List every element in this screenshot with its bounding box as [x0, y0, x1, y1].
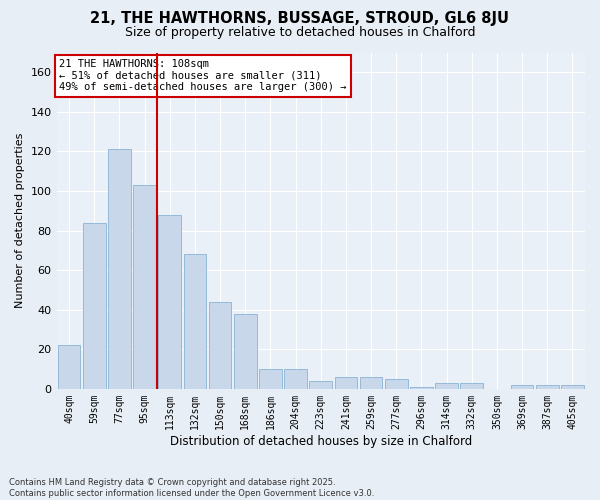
X-axis label: Distribution of detached houses by size in Chalford: Distribution of detached houses by size …	[170, 434, 472, 448]
Bar	[184, 254, 206, 389]
Bar	[410, 387, 433, 389]
Bar	[360, 377, 382, 389]
Bar	[335, 377, 357, 389]
Bar	[460, 383, 483, 389]
Bar	[385, 379, 407, 389]
Bar	[435, 383, 458, 389]
Bar	[83, 222, 106, 389]
Bar	[58, 346, 80, 389]
Bar	[511, 385, 533, 389]
Bar	[209, 302, 232, 389]
Y-axis label: Number of detached properties: Number of detached properties	[15, 133, 25, 308]
Bar	[259, 369, 282, 389]
Bar	[234, 314, 257, 389]
Bar	[310, 381, 332, 389]
Text: Contains HM Land Registry data © Crown copyright and database right 2025.
Contai: Contains HM Land Registry data © Crown c…	[9, 478, 374, 498]
Bar	[536, 385, 559, 389]
Bar	[158, 214, 181, 389]
Bar	[561, 385, 584, 389]
Text: 21 THE HAWTHORNS: 108sqm
← 51% of detached houses are smaller (311)
49% of semi-: 21 THE HAWTHORNS: 108sqm ← 51% of detach…	[59, 59, 347, 92]
Bar	[108, 150, 131, 389]
Bar	[284, 369, 307, 389]
Text: Size of property relative to detached houses in Chalford: Size of property relative to detached ho…	[125, 26, 475, 39]
Bar	[133, 185, 156, 389]
Text: 21, THE HAWTHORNS, BUSSAGE, STROUD, GL6 8JU: 21, THE HAWTHORNS, BUSSAGE, STROUD, GL6 …	[91, 12, 509, 26]
